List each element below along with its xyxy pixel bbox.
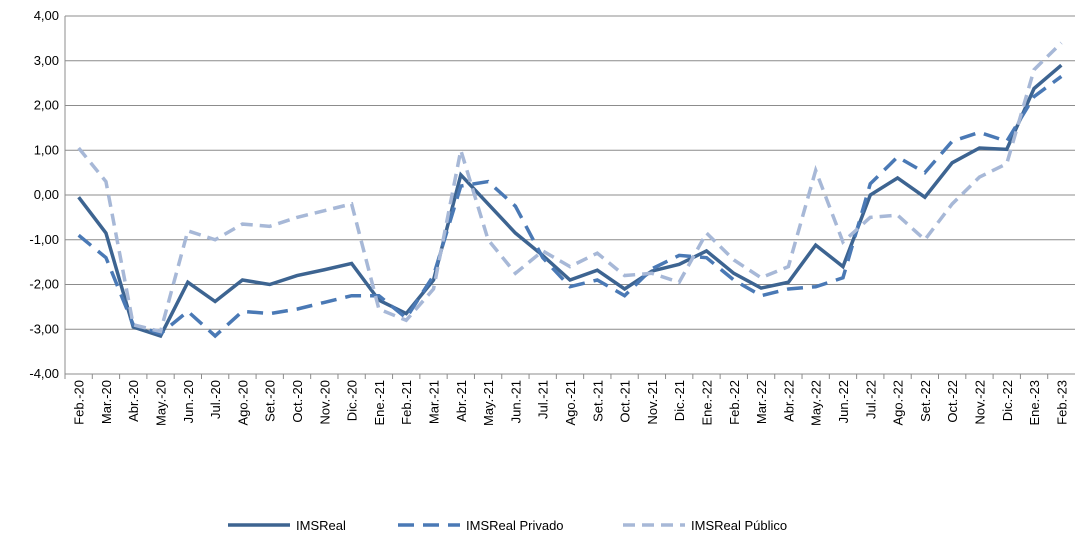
x-tick-label: Mar.-21 (427, 380, 442, 424)
x-tick-label: Ene.-21 (372, 380, 387, 426)
x-tick-label: Oct.-22 (945, 380, 960, 423)
x-tick-label: May.-22 (809, 380, 824, 426)
x-tick-label: Mar.-22 (754, 380, 769, 424)
x-tick-label: Jul.-20 (208, 380, 223, 419)
y-tick-label: 4,00 (34, 8, 59, 23)
y-tick-label: -1,00 (29, 232, 59, 247)
x-tick-label: Set.-21 (590, 380, 605, 422)
x-tick-label: Abr.-22 (781, 380, 796, 422)
y-tick-label: -2,00 (29, 277, 59, 292)
x-tick-label: Feb.-23 (1054, 380, 1069, 425)
x-tick-label: Oct.-21 (618, 380, 633, 423)
x-tick-label: Set.-22 (918, 380, 933, 422)
x-tick-label: Jun.-20 (181, 380, 196, 423)
x-tick-label: Ago.-22 (891, 380, 906, 426)
x-tick-label: Ago.-20 (235, 380, 250, 426)
x-tick-label: Ene.-22 (699, 380, 714, 426)
x-tick-label: Nov.-22 (972, 380, 987, 425)
x-tick-label: Jun.-21 (508, 380, 523, 423)
x-tick-label: Abr.-20 (126, 380, 141, 422)
x-tick-label: Oct.-20 (290, 380, 305, 423)
line-series (77, 41, 1063, 334)
x-tick-label: Feb.-20 (72, 380, 87, 425)
line-series (77, 75, 1063, 339)
x-tick-label: Feb.-21 (399, 380, 414, 425)
legend-label: IMSReal (296, 518, 346, 533)
x-tick-label: Ago.-21 (563, 380, 578, 426)
legend-label: IMSReal Privado (466, 518, 564, 533)
x-tick-label: Jul.-22 (863, 380, 878, 419)
x-tick-label: Set.-20 (263, 380, 278, 422)
y-tick-label: 3,00 (34, 53, 59, 68)
y-tick-label: -3,00 (29, 321, 59, 336)
y-tick-label: 1,00 (34, 142, 59, 157)
x-tick-label: Mar.-20 (99, 380, 114, 424)
x-tick-label: Jun.-22 (836, 380, 851, 423)
x-tick-label: Ene.-23 (1027, 380, 1042, 426)
x-tick-label: May.-20 (154, 380, 169, 426)
y-tick-label: -4,00 (29, 366, 59, 381)
x-tick-label: Dic.-21 (672, 380, 687, 421)
y-tick-label: 0,00 (34, 187, 59, 202)
x-tick-label: May.-21 (481, 380, 496, 426)
legend-label: IMSReal Público (691, 518, 787, 533)
x-tick-label: Feb.-22 (727, 380, 742, 425)
line-series (77, 63, 1063, 339)
x-tick-label: Jul.-21 (536, 380, 551, 419)
y-tick-label: 2,00 (34, 98, 59, 113)
x-tick-label: Dic.-22 (1000, 380, 1015, 421)
x-tick-label: Nov.-20 (317, 380, 332, 425)
x-tick-label: Nov.-21 (645, 380, 660, 425)
x-tick-label: Dic.-20 (345, 380, 360, 421)
x-tick-label: Abr.-21 (454, 380, 469, 422)
